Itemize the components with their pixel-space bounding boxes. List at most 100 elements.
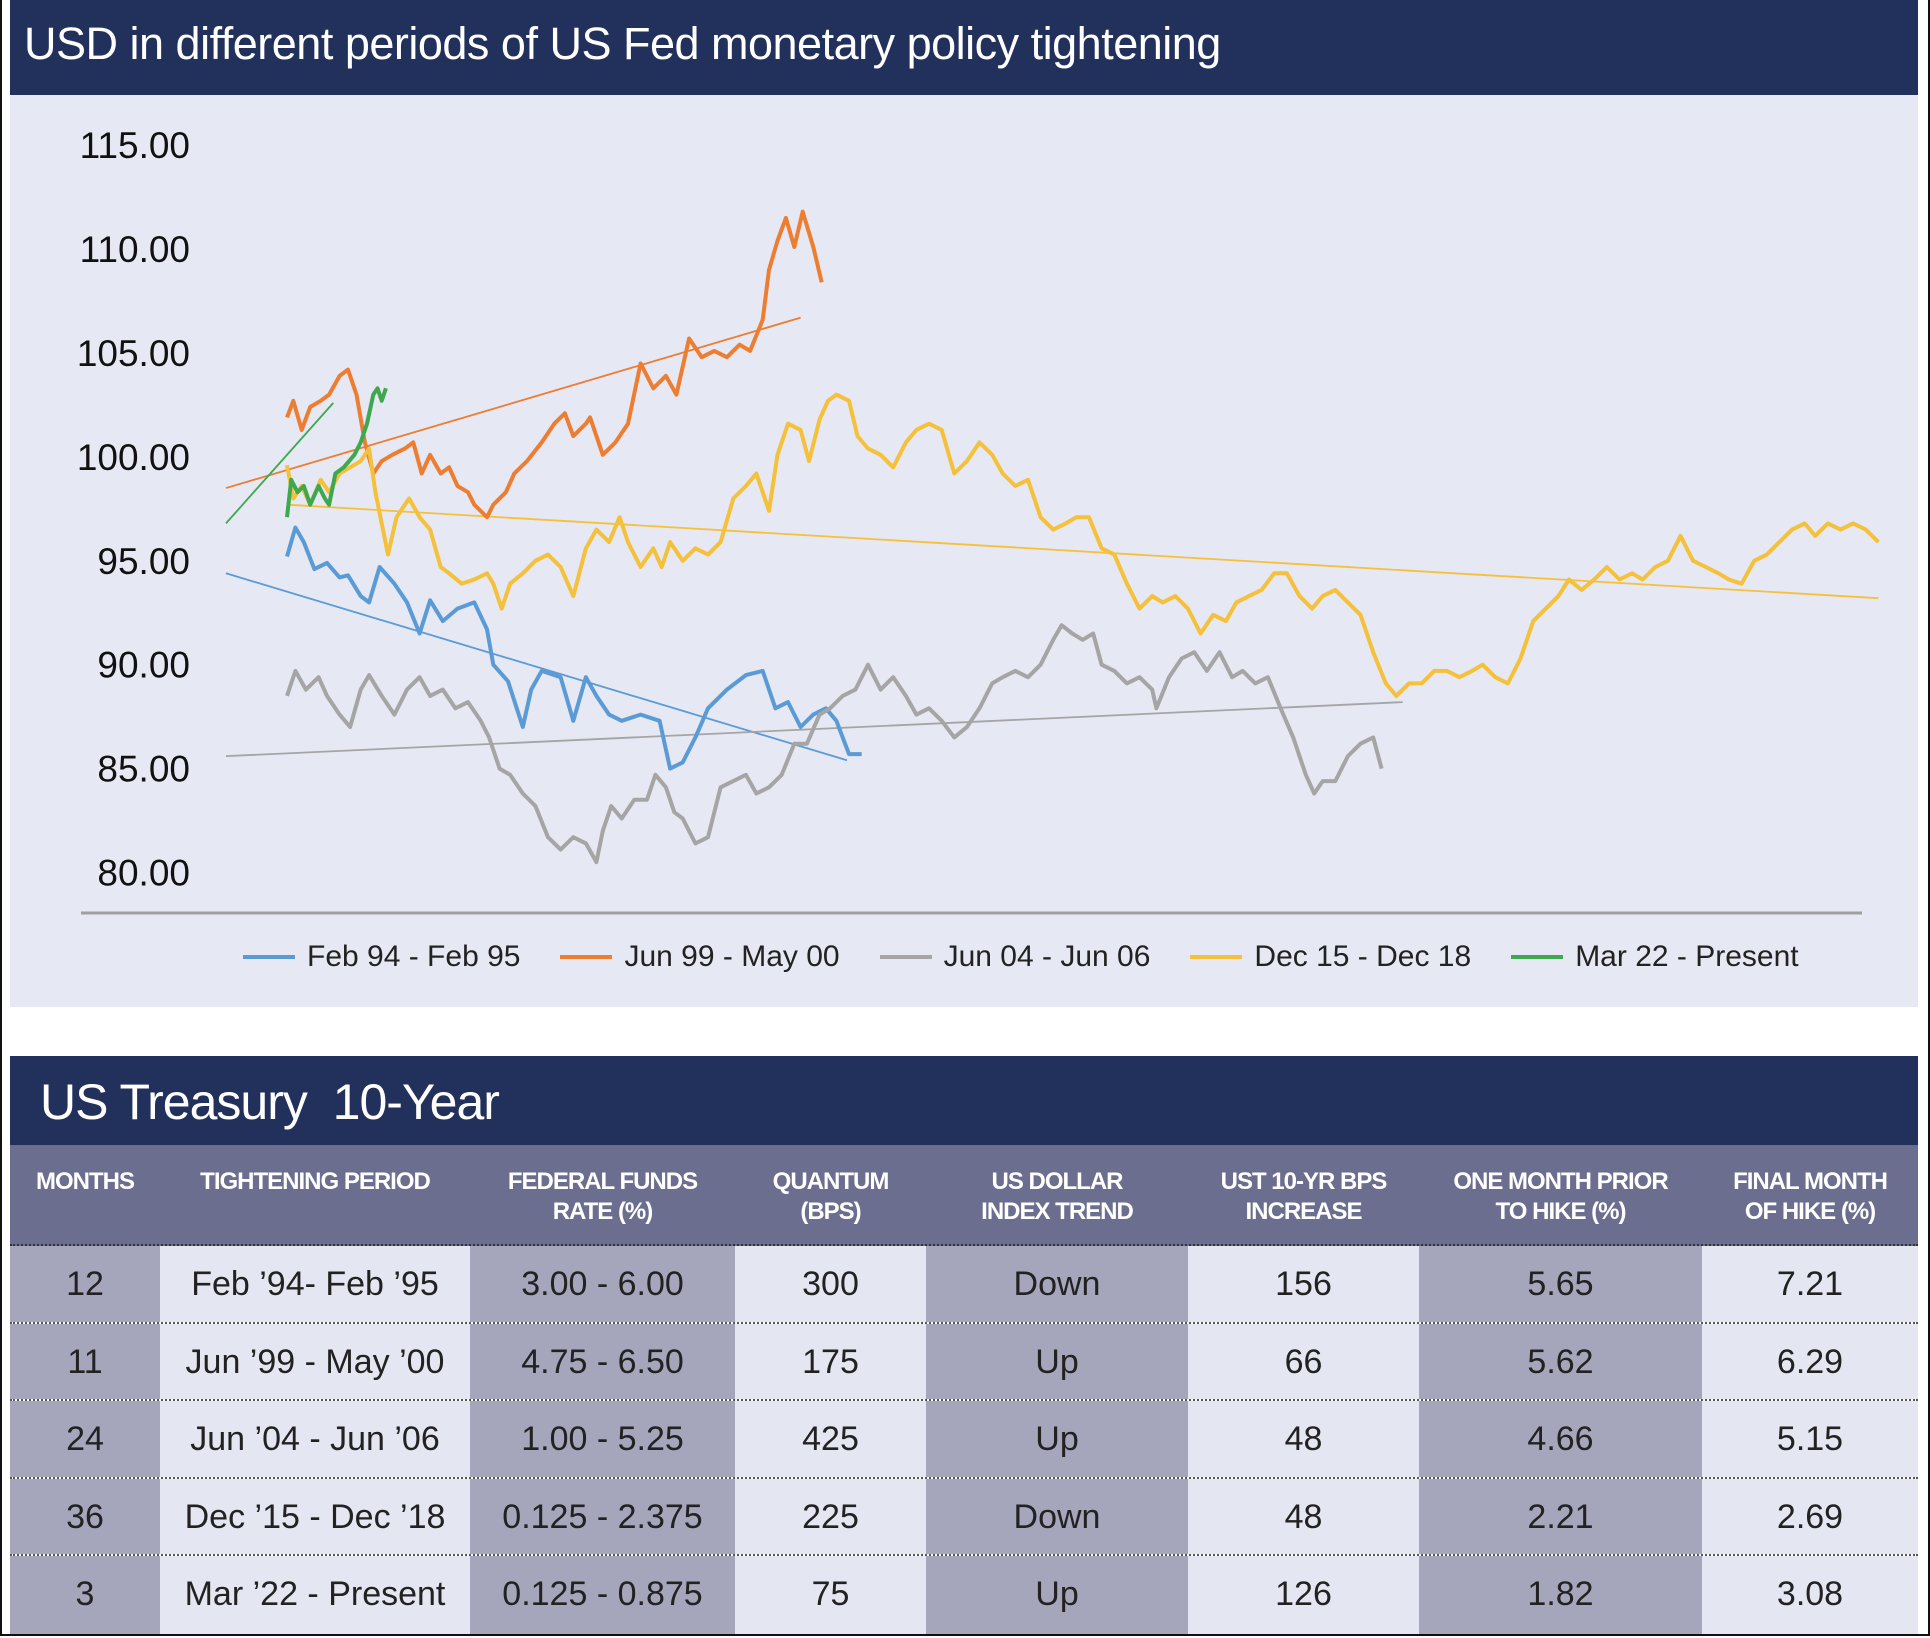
chart-title: USD in different periods of US Fed monet… xyxy=(24,18,1221,69)
table-title: US Treasury 10-Year xyxy=(40,1074,500,1130)
column-header: QUANTUM (BPS) xyxy=(735,1145,926,1244)
table-cell: 1.00 - 5.25 xyxy=(470,1401,735,1477)
chart-area xyxy=(10,95,1918,1007)
table-cell: 2.69 xyxy=(1702,1478,1918,1554)
column-header-line: ONE MONTH PRIOR xyxy=(1453,1168,1668,1195)
table-cell: 6.29 xyxy=(1702,1323,1918,1399)
table-cell: Jun ’99 - May ’00 xyxy=(160,1323,470,1399)
column-header-line: (BPS) xyxy=(800,1198,861,1225)
table-cell: Down xyxy=(926,1246,1188,1322)
table-cell: 0.125 - 0.875 xyxy=(470,1556,735,1634)
y-tick-label: 115.00 xyxy=(80,125,190,166)
legend-item: Dec 15 - Dec 18 xyxy=(1190,940,1471,974)
table-cell: Up xyxy=(926,1556,1188,1634)
table-cell: 1.82 xyxy=(1419,1556,1702,1634)
legend-item: Feb 94 - Feb 95 xyxy=(243,940,520,974)
table-cell: 48 xyxy=(1188,1478,1419,1554)
trend-line xyxy=(225,402,334,524)
treasury-table: MONTHS TIGHTENING PERIOD FEDERAL FUNDS RATE… xyxy=(10,1145,1918,1634)
y-tick-label: 90.00 xyxy=(97,645,190,686)
chart-legend: Feb 94 - Feb 95 Jun 99 - May 00 Jun 04 -… xyxy=(243,940,1799,974)
table-cell: 7.21 xyxy=(1702,1246,1918,1322)
table-row: 3 Mar ’22 - Present 0.125 - 0.875 75 Up 126 1.… xyxy=(10,1556,1918,1634)
table-cell: 156 xyxy=(1188,1246,1419,1322)
table-cell: Up xyxy=(926,1401,1188,1477)
column-header-line: US DOLLAR xyxy=(991,1168,1124,1195)
column-header-line: RATE (%) xyxy=(552,1198,654,1225)
line-chart: 115.00 110.00 105.00 100.00 95.00 90.00 85.00 8… xyxy=(77,125,1880,915)
y-tick-label: 80.00 xyxy=(97,853,190,894)
legend-item: Jun 04 - Jun 06 xyxy=(879,940,1151,974)
table-cell: Dec ’15 - Dec ’18 xyxy=(160,1478,470,1554)
table-cell: Up xyxy=(926,1323,1188,1399)
chart-title-bar: USD in different periods of US Fed monet… xyxy=(10,0,1918,95)
series-line xyxy=(285,386,388,518)
series-line xyxy=(285,209,824,520)
legend-item: Jun 99 - May 00 xyxy=(560,940,840,974)
column-header: TIGHTENING PERIOD xyxy=(160,1145,470,1244)
column-header: MONTHS xyxy=(10,1145,160,1244)
table-cell: 66 xyxy=(1188,1323,1419,1399)
table-cell: 175 xyxy=(735,1323,926,1399)
table-cell: Feb ’94- Feb ’95 xyxy=(160,1246,470,1322)
column-header-line: INCREASE xyxy=(1245,1198,1362,1225)
legend-swatch xyxy=(243,955,295,959)
y-tick-label: 85.00 xyxy=(97,749,190,790)
column-header: FINAL MONTH OF HIKE (%) xyxy=(1702,1145,1918,1244)
y-tick-label: 100.00 xyxy=(77,437,190,478)
table-cell: 2.21 xyxy=(1419,1478,1702,1554)
column-header-line: QUANTUM xyxy=(772,1168,890,1195)
table-cell: 75 xyxy=(735,1556,926,1634)
y-tick-label: 110.00 xyxy=(80,229,190,270)
table-cell: 36 xyxy=(10,1478,160,1554)
legend-label: Jun 99 - May 00 xyxy=(624,940,840,973)
column-header-line: INDEX TREND xyxy=(981,1198,1134,1225)
table-cell: 3.00 - 6.00 xyxy=(470,1246,735,1322)
table-row: 36 Dec ’15 - Dec ’18 0.125 - 2.375 225 Down 4… xyxy=(10,1478,1918,1556)
table-row: 24 Jun ’04 - Jun ’06 1.00 - 5.25 425 Up 48 4.6… xyxy=(10,1401,1918,1479)
column-header: ONE MONTH PRIOR TO HIKE (%) xyxy=(1419,1145,1702,1244)
table-cell: 3.08 xyxy=(1702,1556,1918,1634)
table-cell: 5.65 xyxy=(1419,1246,1702,1322)
series-line xyxy=(285,525,862,771)
column-header-line: TO HIKE (%) xyxy=(1495,1198,1627,1225)
table-row: 11 Jun ’99 - May ’00 4.75 - 6.50 175 Up 66 5.6… xyxy=(10,1323,1918,1401)
series-line xyxy=(285,392,1880,698)
table-cell: 4.66 xyxy=(1419,1401,1702,1477)
legend-label: Jun 04 - Jun 06 xyxy=(943,940,1151,973)
table-cell: 5.62 xyxy=(1419,1323,1702,1399)
table-cell: 0.125 - 2.375 xyxy=(470,1478,735,1554)
column-header-line: UST 10-YR BPS xyxy=(1220,1168,1388,1195)
legend-item: Mar 22 - Present xyxy=(1511,940,1799,974)
series-line xyxy=(285,623,1384,865)
legend-label: Dec 15 - Dec 18 xyxy=(1254,940,1472,973)
table-cell: Jun ’04 - Jun ’06 xyxy=(160,1401,470,1477)
table-cell: 5.15 xyxy=(1702,1401,1918,1477)
table-cell: 126 xyxy=(1188,1556,1419,1634)
y-tick-label: 95.00 xyxy=(97,541,190,582)
legend-swatch xyxy=(560,955,613,959)
column-header-line: OF HIKE (%) xyxy=(1744,1198,1876,1225)
column-header: FEDERAL FUNDS RATE (%) xyxy=(470,1145,735,1244)
table-cell: 3 xyxy=(10,1556,160,1634)
trend-line xyxy=(225,572,848,762)
column-header-line: TIGHTENING PERIOD xyxy=(200,1168,431,1195)
legend-label: Mar 22 - Present xyxy=(1575,940,1799,973)
table-cell: 300 xyxy=(735,1246,926,1322)
table-cell: 24 xyxy=(10,1401,160,1477)
trend-line xyxy=(286,503,1879,600)
legend-swatch xyxy=(1190,955,1243,959)
table-cell: Mar ’22 - Present xyxy=(160,1556,470,1634)
table-cell: 425 xyxy=(735,1401,926,1477)
table-cell: 225 xyxy=(735,1478,926,1554)
legend-label: Feb 94 - Feb 95 xyxy=(307,940,521,973)
table-cell: 11 xyxy=(10,1323,160,1399)
table-header-row: MONTHS TIGHTENING PERIOD FEDERAL FUNDS RATE… xyxy=(10,1145,1918,1246)
table-title-bar: US Treasury 10-Year xyxy=(10,1056,1918,1145)
column-header-line: FEDERAL FUNDS xyxy=(507,1168,698,1195)
legend-swatch xyxy=(879,955,932,959)
y-tick-label: 105.00 xyxy=(77,333,190,374)
column-header: US DOLLAR INDEX TREND xyxy=(926,1145,1188,1244)
column-header-line: MONTHS xyxy=(36,1168,135,1195)
